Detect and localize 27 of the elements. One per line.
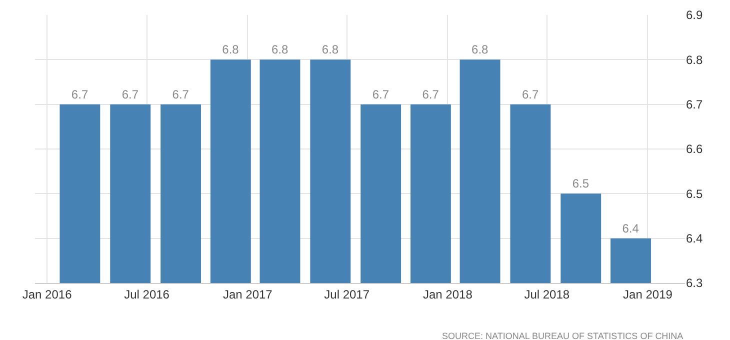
data-label: 6.7 [372,87,390,102]
data-label: 6.8 [472,42,489,57]
data-label: 6.8 [222,42,240,57]
data-label: 6.7 [522,87,539,102]
y-tick-label: 6.8 [686,52,704,67]
x-tick-label: Jan 2018 [422,287,473,302]
data-label: 6.7 [122,87,139,102]
data-label: 6.5 [572,176,590,191]
data-label: 6.7 [172,87,190,102]
x-tick-label: Jan 2016 [22,287,72,302]
y-tick-label: 6.7 [686,98,704,112]
data-label: 6.7 [422,87,440,102]
x-tick-label: Jan 2019 [623,287,673,302]
data-label: 6.4 [622,221,640,236]
y-tick-label: 6.3 [686,276,704,290]
x-tick-label: Jul 2016 [124,287,170,302]
x-tick-label: Jan 2017 [222,287,273,302]
data-label: 6.8 [271,42,288,57]
x-tick-label: Jul 2018 [524,287,570,302]
data-label: 6.7 [71,87,88,102]
y-tick-label: 6.6 [686,142,704,156]
source-note: SOURCE: NATIONAL BUREAU OF STATISTICS OF CHINA [442,331,684,340]
y-tick-label: 6.4 [686,232,704,246]
y-tick-label: 6.9 [686,8,704,22]
data-label: 6.8 [322,42,339,57]
x-tick-label: Jul 2017 [324,287,370,302]
y-tick-label: 6.5 [686,186,704,201]
